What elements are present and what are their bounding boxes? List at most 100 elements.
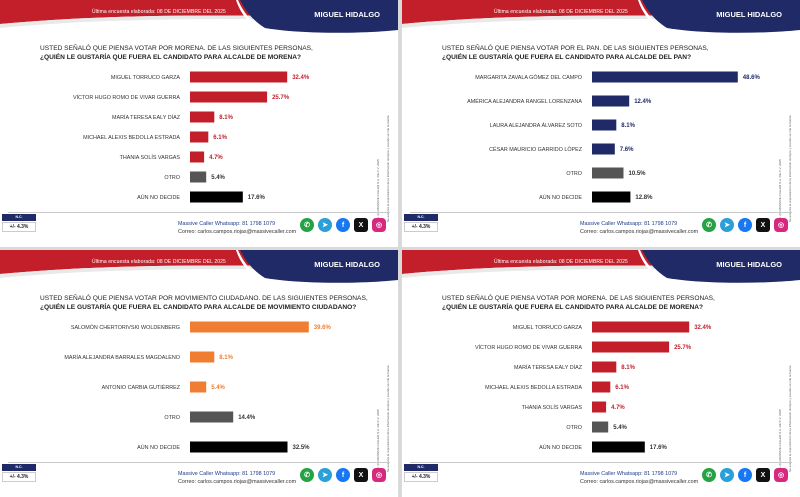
whatsapp-icon[interactable]: ✆ xyxy=(702,468,716,482)
poll-panel-pan: Última encuesta elaborada: 08 DE DICIEMB… xyxy=(402,0,800,247)
contact-info: Massive Caller Whatsapp: 81 1798 1079 Co… xyxy=(580,470,698,486)
category-label: OTRO xyxy=(566,425,582,431)
bar xyxy=(190,131,209,143)
contact-whatsapp: Massive Caller Whatsapp: 81 1798 1079 xyxy=(178,221,276,227)
data-label: 6.1% xyxy=(615,385,629,391)
footer-divider xyxy=(8,212,390,213)
bar xyxy=(592,95,630,107)
category-label: THANIA SOLÍS VARGAS xyxy=(120,154,181,161)
question-text: USTED SEÑALÓ QUE PIENSA VOTAR POR EL PAN… xyxy=(442,44,772,62)
poll-panel-movimiento-ciudadano: Última encuesta elaborada: 08 DE DICIEMB… xyxy=(0,250,398,497)
telegram-icon[interactable]: ➤ xyxy=(720,468,734,482)
question-line-1: USTED SEÑALÓ QUE PIENSA VOTAR POR MOVIMI… xyxy=(40,295,368,302)
x-icon[interactable]: X xyxy=(756,468,770,482)
bar xyxy=(592,143,615,155)
category-label: AÚN NO DECIDE xyxy=(137,194,180,201)
telegram-icon[interactable]: ➤ xyxy=(318,468,332,482)
data-label: 32.4% xyxy=(694,325,712,331)
bar xyxy=(592,71,738,83)
instagram-icon[interactable]: ◎ xyxy=(372,218,386,232)
category-label: MARÍA ALEJANDRA BARRALES MAGDALENO xyxy=(64,354,180,361)
data-label: 39.6% xyxy=(314,325,332,331)
header-banner xyxy=(0,0,398,36)
category-label: OTRO xyxy=(566,171,582,177)
contact-info: Massive Caller Whatsapp: 81 1798 1079 Co… xyxy=(580,220,698,236)
instagram-icon[interactable]: ◎ xyxy=(774,468,788,482)
header-banner xyxy=(402,250,800,286)
instagram-icon[interactable]: ◎ xyxy=(372,468,386,482)
contact-info: Massive Caller Whatsapp: 81 1798 1079 Co… xyxy=(178,220,296,236)
data-label: 6.1% xyxy=(213,135,227,141)
facebook-icon[interactable]: f xyxy=(738,218,752,232)
whatsapp-icon[interactable]: ✆ xyxy=(300,468,314,482)
survey-date: Última encuesta elaborada: 08 DE DICIEMB… xyxy=(92,259,226,265)
side-note-copyright: S.A. (C) MASSIVE CALLER S.A. DE C.V. 202… xyxy=(778,409,782,472)
facebook-icon[interactable]: f xyxy=(336,468,350,482)
instagram-icon[interactable]: ◎ xyxy=(774,218,788,232)
footer-divider xyxy=(410,212,792,213)
bar xyxy=(190,71,288,83)
bar-chart: SALOMÓN CHERTORIVSKI WOLDENBERG 39.6% MARÍ… xyxy=(64,321,332,453)
data-label: 5.4% xyxy=(613,425,627,431)
bar xyxy=(592,321,690,333)
telegram-icon[interactable]: ➤ xyxy=(318,218,332,232)
bar xyxy=(190,91,268,103)
poll-panel-morena-top: Última encuesta elaborada: 08 DE DICIEMB… xyxy=(0,0,398,247)
question-line-1: USTED SEÑALÓ QUE PIENSA VOTAR POR MORENA… xyxy=(442,295,715,302)
telegram-icon[interactable]: ➤ xyxy=(720,218,734,232)
category-label: MARÍA TERESA EALY DÍAZ xyxy=(514,364,583,371)
category-label: LAURA ALEJANDRA ÁLVAREZ SOTO xyxy=(490,122,582,129)
bar xyxy=(190,151,205,163)
data-label: 4.7% xyxy=(611,405,625,411)
category-label: SALOMÓN CHERTORIVSKI WOLDENBERG xyxy=(71,324,180,331)
pollster-name: MIGUEL HIDALGO xyxy=(716,260,782,269)
category-label: MICHAEL ALEXIS BEDOLLA ESTRADA xyxy=(485,385,582,391)
whatsapp-icon[interactable]: ✆ xyxy=(300,218,314,232)
x-icon[interactable]: X xyxy=(756,218,770,232)
bar-chart: MIGUEL TORRUCO GARZA 32.4% VÍCTOR HUGO ROM… xyxy=(73,71,310,203)
data-label: 17.6% xyxy=(650,445,668,451)
data-label: 5.4% xyxy=(211,385,225,391)
side-note-copyright: S.A. (C) MASSIVE CALLER S.A. DE C.V. 202… xyxy=(376,409,380,472)
footer-margin-badge: +/- 4.3% xyxy=(404,472,438,482)
social-icons: ✆ ➤ f X ◎ xyxy=(300,218,386,232)
contact-whatsapp: Massive Caller Whatsapp: 81 1798 1079 xyxy=(178,471,276,477)
category-label: MIGUEL TORRUCO GARZA xyxy=(111,75,180,81)
bar xyxy=(190,111,215,123)
bar xyxy=(190,321,309,333)
category-label: OTRO xyxy=(164,415,180,421)
category-label: MARÍA TERESA EALY DÍAZ xyxy=(112,114,181,121)
footer-nc-badge: N.C. xyxy=(404,214,438,221)
data-label: 7.6% xyxy=(620,147,634,153)
data-label: 25.7% xyxy=(674,345,692,351)
contact-email: Correo: carlos.campos.riojas@massivecall… xyxy=(580,479,699,485)
bar xyxy=(592,381,611,393)
data-label: 8.1% xyxy=(621,123,635,129)
contact-email: Correo: carlos.campos.riojas@massivecall… xyxy=(580,229,699,235)
question-text: USTED SEÑALÓ QUE PIENSA VOTAR POR MORENA… xyxy=(442,294,772,312)
contact-email: Correo: carlos.campos.riojas@massivecall… xyxy=(178,479,297,485)
data-label: 4.7% xyxy=(209,155,223,161)
footer-divider xyxy=(8,462,390,463)
category-label: OTRO xyxy=(164,175,180,181)
data-label: 48.6% xyxy=(743,75,761,81)
x-icon[interactable]: X xyxy=(354,468,368,482)
category-label: AMÉRICA ALEJANDRA RANGEL LORENZANA xyxy=(467,98,582,105)
footer-nc-badge: N.C. xyxy=(2,214,36,221)
category-label: THANIA SOLÍS VARGAS xyxy=(522,404,583,411)
data-label: 10.5% xyxy=(629,171,647,177)
side-note-reproduction: Se autoriza la reproducción de la inform… xyxy=(788,364,792,472)
question-line-2: ¿QUIÉN LE GUSTARÍA QUE FUERA EL CANDIDAT… xyxy=(40,304,357,311)
pollster-name: MIGUEL HIDALGO xyxy=(716,10,782,19)
pollster-name: MIGUEL HIDALGO xyxy=(314,260,380,269)
bar xyxy=(592,119,617,131)
facebook-icon[interactable]: f xyxy=(738,468,752,482)
bar xyxy=(592,441,645,453)
whatsapp-icon[interactable]: ✆ xyxy=(702,218,716,232)
contact-whatsapp: Massive Caller Whatsapp: 81 1798 1079 xyxy=(580,471,678,477)
bar xyxy=(190,351,215,363)
facebook-icon[interactable]: f xyxy=(336,218,350,232)
category-label: MARGARITA ZAVALA GÓMEZ DEL CAMPO xyxy=(475,74,582,81)
data-label: 17.6% xyxy=(248,195,266,201)
x-icon[interactable]: X xyxy=(354,218,368,232)
